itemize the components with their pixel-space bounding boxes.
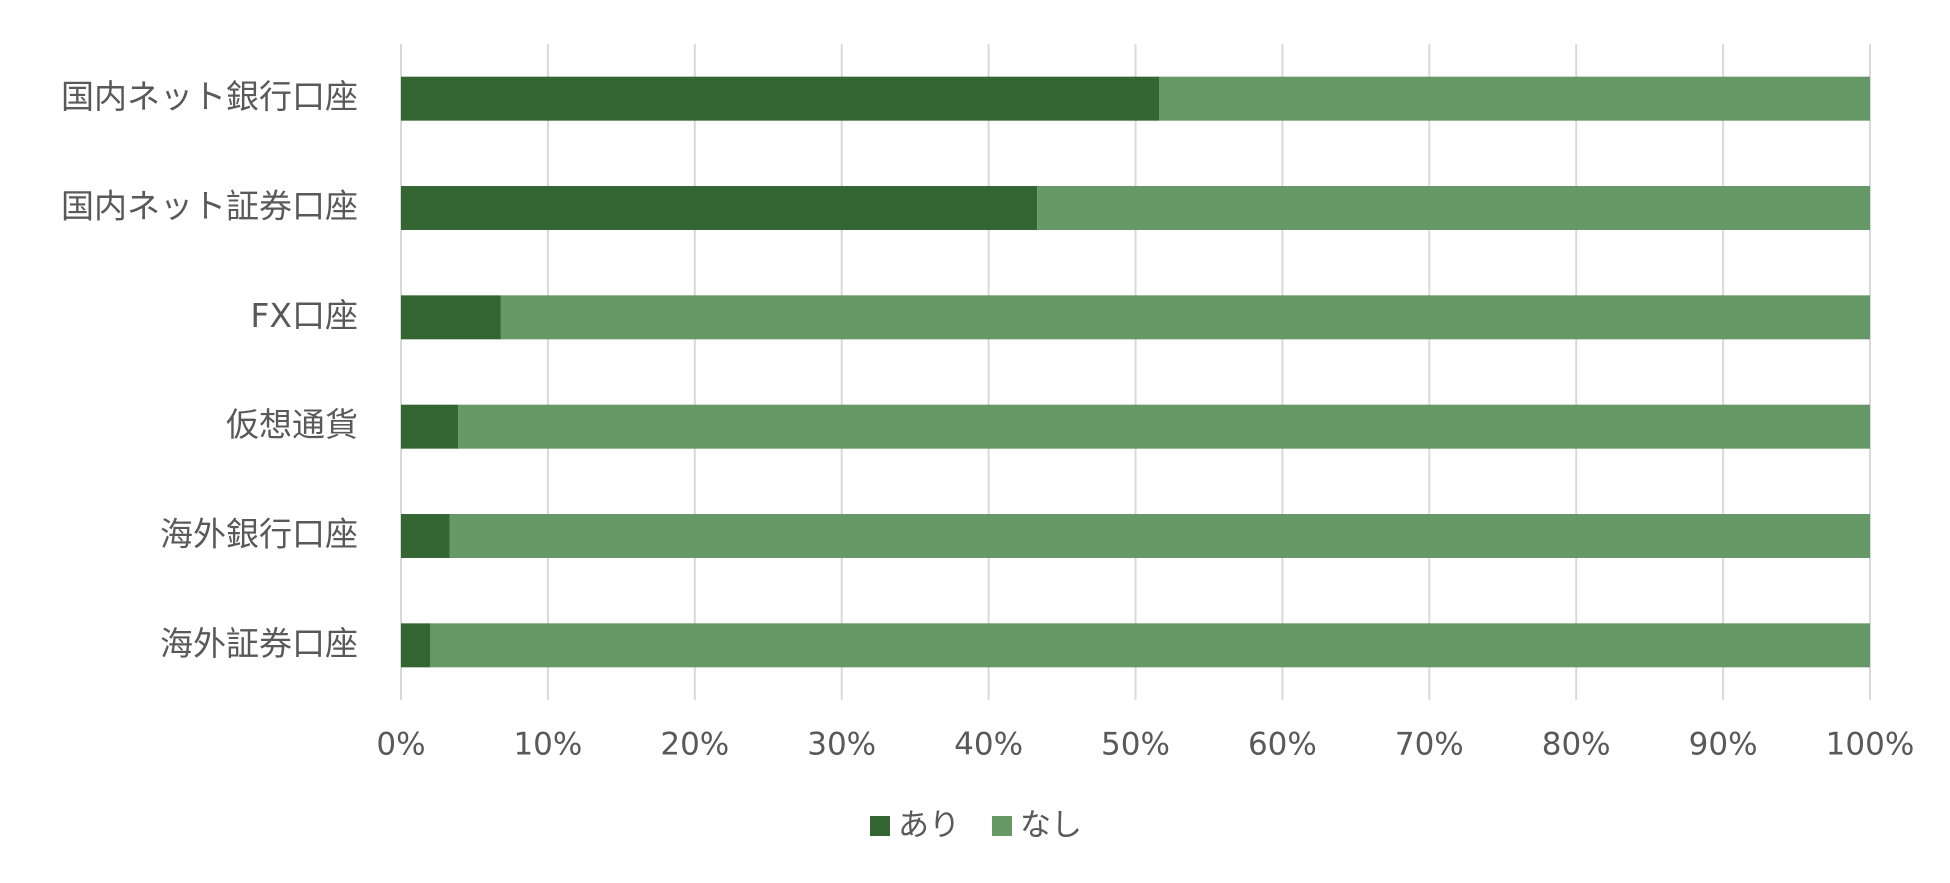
bar-segment [1159, 76, 1870, 121]
legend-label: あり [898, 808, 960, 844]
bar-segment [401, 295, 501, 340]
bar-segment [500, 295, 1871, 340]
x-tick-label: 100% [1826, 727, 1915, 763]
legend-label: なし [1020, 808, 1082, 844]
bar-segment [401, 186, 1038, 230]
legend-marker [992, 816, 1012, 836]
bar-segment [458, 404, 1870, 449]
y-tick-label: 国内ネット証券口座 [61, 187, 358, 226]
y-tick-label: 仮想通貨 [226, 405, 358, 444]
x-tick-label: 30% [807, 727, 876, 763]
bar-segment [430, 623, 1870, 668]
bar-segment [401, 623, 431, 668]
y-tick-label: 海外銀行口座 [160, 515, 358, 554]
bar-segment [1037, 186, 1870, 230]
x-tick-label: 90% [1689, 727, 1758, 763]
y-tick-label: 国内ネット銀行口座 [61, 77, 358, 116]
bar-segment [401, 404, 459, 449]
legend-marker [870, 816, 890, 836]
x-tick-label: 60% [1248, 727, 1317, 763]
x-tick-label: 0% [376, 727, 425, 763]
x-tick-label: 40% [954, 727, 1023, 763]
x-tick-label: 20% [660, 727, 729, 763]
bar-segment [449, 514, 1870, 558]
bar-segment [401, 514, 450, 558]
y-tick-label: 海外証券口座 [160, 624, 358, 663]
y-tick-label: FX口座 [250, 296, 358, 335]
x-tick-label: 50% [1101, 727, 1170, 763]
bar-segment [401, 76, 1160, 121]
x-tick-label: 70% [1395, 727, 1464, 763]
x-tick-label: 10% [513, 727, 582, 763]
x-tick-label: 80% [1542, 727, 1611, 763]
